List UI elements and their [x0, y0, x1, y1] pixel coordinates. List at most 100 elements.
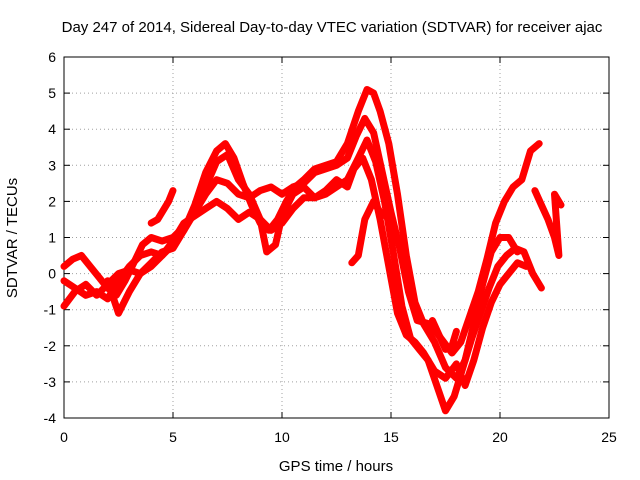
- data-point: [510, 183, 517, 190]
- data-point: [457, 339, 464, 346]
- y-tick-label: 2: [48, 193, 56, 209]
- y-tick-label: 4: [48, 121, 56, 137]
- data-point: [191, 209, 198, 216]
- data-point: [479, 324, 486, 331]
- data-point: [359, 155, 366, 162]
- data-point: [394, 310, 401, 317]
- data-point: [279, 212, 285, 219]
- series-track-2: [60, 114, 543, 357]
- data-point: [159, 238, 166, 245]
- data-point: [558, 202, 565, 209]
- data-point: [82, 281, 89, 288]
- data-point: [235, 191, 242, 198]
- data-point: [431, 368, 438, 375]
- data-point: [411, 339, 418, 346]
- data-point: [246, 191, 253, 198]
- x-tick-label: 5: [169, 429, 177, 445]
- data-point: [370, 90, 377, 97]
- series-line: [60, 86, 521, 382]
- data-point: [520, 248, 527, 255]
- data-point: [442, 346, 449, 353]
- data-point: [224, 151, 231, 158]
- data-point: [477, 310, 484, 317]
- data-point: [433, 382, 440, 389]
- data-point: [333, 162, 340, 169]
- data-point: [431, 339, 438, 346]
- x-tick-label: 20: [492, 429, 508, 445]
- data-point: [126, 266, 133, 273]
- y-tick-label: 5: [48, 85, 56, 101]
- data-point: [468, 335, 475, 342]
- data-point: [379, 212, 386, 219]
- data-point: [333, 176, 340, 183]
- data-point: [148, 248, 155, 255]
- data-point: [544, 216, 551, 223]
- data-point: [475, 288, 482, 295]
- data-point: [165, 198, 172, 205]
- data-point: [213, 158, 220, 165]
- data-point: [492, 220, 499, 227]
- data-point: [148, 220, 155, 227]
- data-point: [377, 108, 384, 115]
- data-point: [348, 259, 355, 266]
- data-point: [257, 216, 264, 223]
- data-point: [300, 194, 307, 201]
- data-point: [453, 360, 460, 367]
- data-point: [224, 180, 231, 187]
- data-point: [368, 176, 375, 183]
- data-point: [442, 407, 449, 414]
- data-point: [429, 317, 436, 324]
- y-tick-label: -2: [44, 338, 57, 354]
- data-point: [115, 270, 122, 277]
- data-point: [104, 277, 111, 284]
- series-track-6: [147, 187, 177, 227]
- data-point: [159, 248, 166, 255]
- data-point: [370, 198, 377, 205]
- data-point: [122, 277, 129, 284]
- data-point: [170, 187, 176, 194]
- data-point: [514, 259, 521, 266]
- data-point: [512, 245, 519, 252]
- data-point: [246, 209, 253, 216]
- data-point: [494, 263, 501, 270]
- series-line: [60, 114, 543, 357]
- data-point: [394, 191, 401, 198]
- data-point: [322, 165, 329, 172]
- data-point: [483, 256, 490, 263]
- data-point: [398, 303, 405, 310]
- x-axis-label: GPS time / hours: [279, 458, 393, 475]
- data-point: [180, 227, 187, 234]
- series-track-8: [531, 187, 565, 259]
- data-point: [503, 252, 510, 259]
- chart-title: Day 247 of 2014, Sidereal Day-to-day VTE…: [62, 19, 603, 36]
- data-point: [69, 256, 76, 263]
- x-tick-label: 10: [274, 429, 290, 445]
- data-point: [235, 216, 242, 223]
- data-point: [488, 299, 495, 306]
- data-point: [344, 155, 351, 162]
- data-point: [538, 285, 545, 292]
- data-point: [213, 176, 220, 183]
- data-point: [95, 274, 102, 281]
- data-point: [364, 137, 371, 144]
- y-axis-label: SDTVAR / TECUs: [4, 178, 21, 298]
- data-point: [61, 263, 67, 270]
- data-point: [470, 357, 477, 364]
- data-point: [115, 310, 122, 317]
- data-point: [344, 140, 351, 147]
- data-point: [364, 86, 371, 93]
- data-point: [61, 303, 67, 310]
- data-point: [361, 216, 368, 223]
- data-point: [82, 292, 89, 299]
- data-point: [385, 263, 392, 270]
- data-point: [213, 147, 220, 154]
- data-point: [355, 252, 362, 259]
- data-point: [372, 158, 379, 165]
- x-tick-label: 25: [601, 429, 617, 445]
- data-point: [420, 350, 427, 357]
- data-point: [353, 133, 360, 140]
- data-point: [350, 165, 357, 172]
- data-point: [381, 198, 388, 205]
- data-point: [462, 382, 469, 389]
- series-line: [104, 151, 530, 389]
